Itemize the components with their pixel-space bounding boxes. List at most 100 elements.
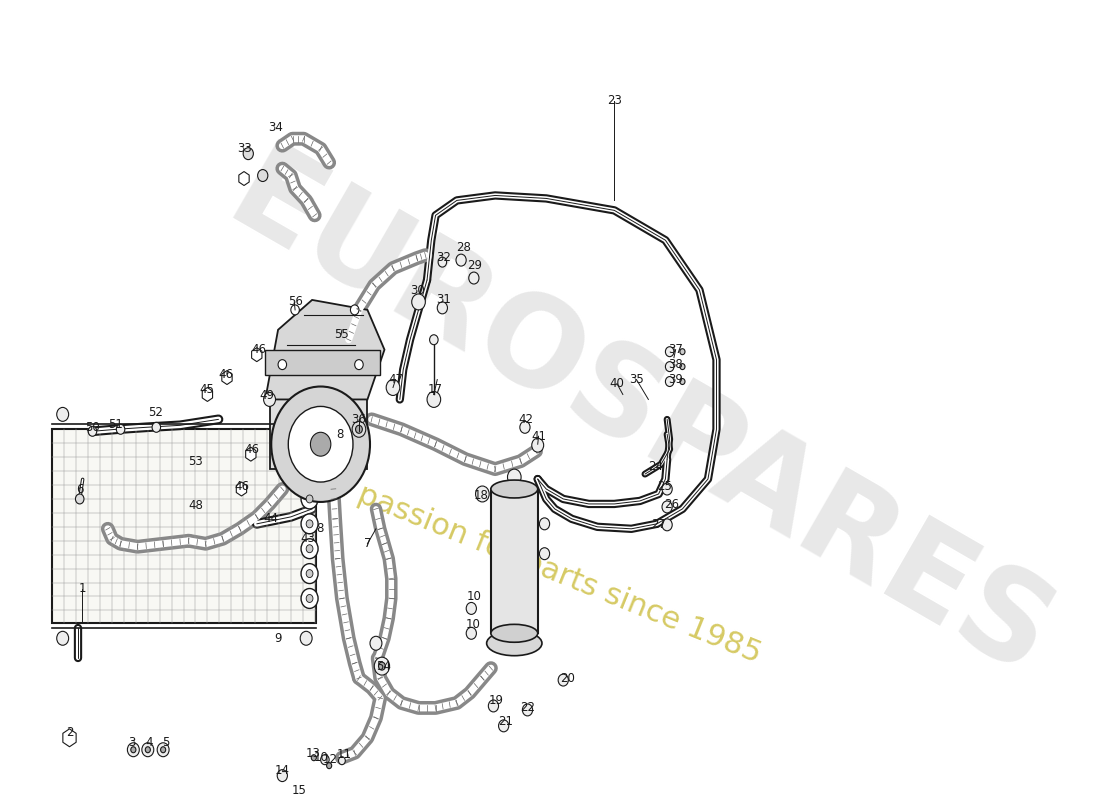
Circle shape [411, 294, 426, 310]
Text: 45: 45 [199, 383, 214, 396]
Circle shape [301, 538, 318, 558]
Circle shape [243, 148, 253, 160]
Circle shape [272, 386, 370, 502]
Circle shape [352, 422, 365, 438]
Text: 5: 5 [162, 736, 169, 750]
Circle shape [680, 364, 685, 370]
Circle shape [161, 746, 166, 753]
Circle shape [354, 360, 363, 370]
Circle shape [522, 704, 532, 716]
Text: 34: 34 [268, 122, 283, 134]
Text: 54: 54 [376, 660, 392, 673]
Circle shape [370, 636, 382, 650]
Circle shape [301, 439, 318, 459]
Circle shape [152, 422, 161, 432]
Circle shape [278, 360, 287, 370]
Text: 37: 37 [668, 343, 683, 356]
Circle shape [378, 662, 385, 670]
Text: EUROSPARES: EUROSPARES [208, 135, 1071, 704]
Text: 33: 33 [238, 142, 252, 155]
Circle shape [498, 720, 509, 732]
Circle shape [438, 302, 448, 314]
Text: 46: 46 [234, 479, 249, 493]
Text: 42: 42 [518, 413, 534, 426]
Circle shape [300, 407, 312, 422]
Circle shape [351, 305, 359, 315]
Text: 46: 46 [219, 368, 233, 381]
Ellipse shape [486, 631, 542, 656]
Bar [265, 350, 381, 374]
Text: 50: 50 [85, 421, 100, 434]
Text: 22: 22 [520, 702, 535, 714]
Text: 39: 39 [668, 373, 683, 386]
Text: 8: 8 [316, 522, 323, 535]
Text: 44: 44 [263, 512, 278, 526]
Circle shape [306, 570, 313, 578]
Text: 4: 4 [145, 736, 153, 750]
Text: 18: 18 [474, 490, 490, 502]
Text: 11: 11 [337, 748, 352, 762]
Bar [270, 399, 367, 469]
Circle shape [57, 631, 68, 646]
Circle shape [488, 700, 498, 712]
Circle shape [306, 545, 313, 553]
Text: 10: 10 [465, 618, 481, 631]
Text: 12: 12 [322, 753, 338, 766]
Text: 10: 10 [314, 751, 328, 764]
Circle shape [427, 391, 441, 407]
Circle shape [157, 742, 169, 757]
Text: 46: 46 [251, 343, 266, 356]
Text: 23: 23 [607, 94, 621, 107]
Circle shape [539, 548, 550, 560]
Text: 20: 20 [560, 671, 575, 685]
Text: 14: 14 [275, 764, 289, 777]
Bar [491, 489, 538, 634]
Text: 47: 47 [388, 373, 403, 386]
Circle shape [300, 631, 312, 646]
Text: 10: 10 [466, 590, 482, 603]
Text: 51: 51 [108, 418, 123, 431]
Circle shape [128, 742, 140, 757]
Text: 2: 2 [66, 726, 74, 739]
Circle shape [310, 432, 331, 456]
Circle shape [475, 486, 490, 502]
Text: 8: 8 [337, 428, 344, 441]
Text: 24: 24 [648, 460, 662, 473]
Circle shape [507, 469, 521, 485]
Circle shape [558, 674, 569, 686]
Bar [53, 430, 317, 623]
Text: 19: 19 [488, 694, 504, 707]
Text: 26: 26 [664, 498, 679, 511]
Text: 17: 17 [428, 383, 443, 396]
Circle shape [680, 378, 685, 385]
Text: 29: 29 [468, 258, 482, 272]
Circle shape [57, 407, 68, 422]
Circle shape [374, 657, 389, 675]
Circle shape [306, 520, 313, 528]
Circle shape [320, 754, 329, 765]
Text: 41: 41 [531, 430, 546, 442]
Circle shape [680, 349, 685, 354]
Circle shape [76, 494, 84, 504]
Circle shape [301, 589, 318, 609]
Text: 48: 48 [188, 499, 202, 513]
Circle shape [539, 518, 550, 530]
Circle shape [301, 489, 318, 509]
Text: 6: 6 [76, 482, 84, 495]
Circle shape [520, 422, 530, 434]
Text: 3: 3 [128, 736, 135, 750]
Circle shape [430, 334, 438, 345]
Circle shape [456, 254, 466, 266]
Circle shape [466, 602, 476, 614]
Circle shape [438, 257, 447, 267]
Text: 49: 49 [260, 389, 275, 402]
Text: 21: 21 [498, 715, 513, 728]
Circle shape [469, 272, 478, 284]
Circle shape [306, 470, 313, 478]
Text: 56: 56 [288, 295, 302, 309]
Circle shape [386, 379, 399, 395]
Text: 32: 32 [437, 250, 451, 264]
Text: a passion for parts since 1985: a passion for parts since 1985 [327, 469, 766, 669]
Text: 38: 38 [669, 358, 683, 371]
Text: 25: 25 [657, 479, 672, 493]
